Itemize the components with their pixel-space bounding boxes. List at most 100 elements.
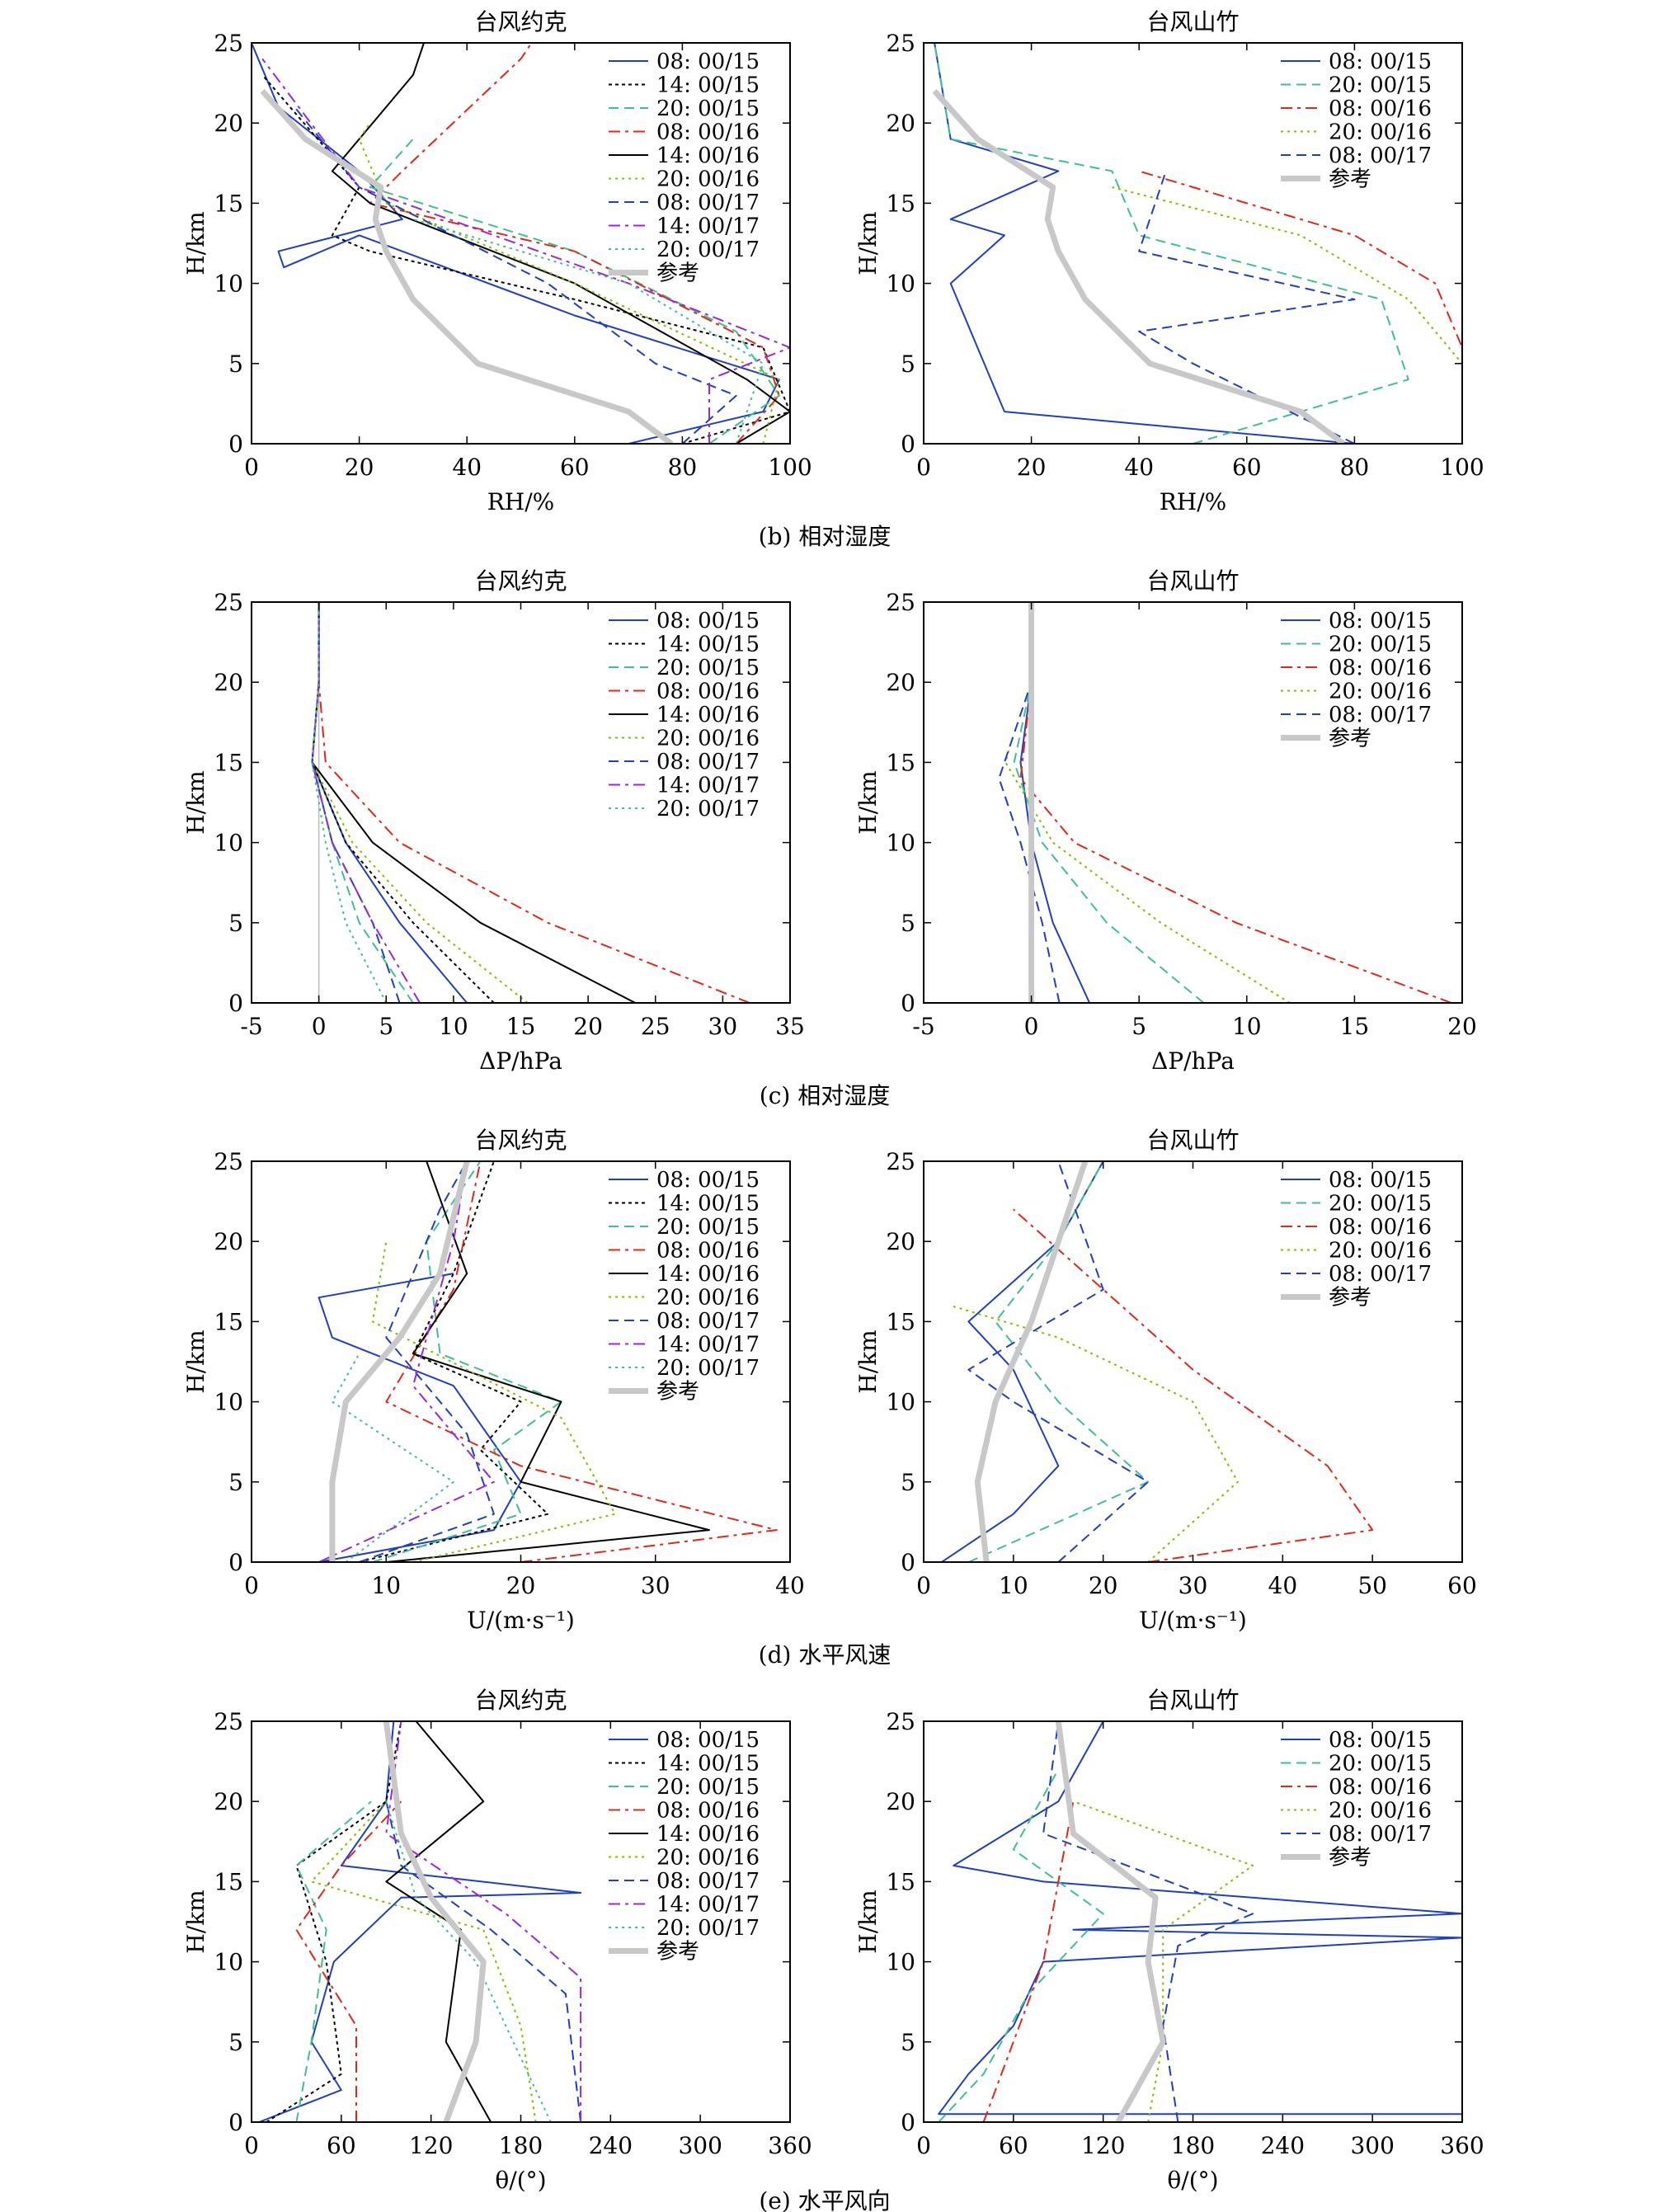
legend-label: 14: 00/15 bbox=[656, 633, 760, 657]
y-tick-label: 20 bbox=[214, 1228, 243, 1255]
legend-label: 20: 00/15 bbox=[1329, 1192, 1432, 1217]
y-tick-label: 0 bbox=[901, 990, 915, 1017]
legend-label: 14: 00/16 bbox=[656, 703, 760, 727]
x-tick-label: 300 bbox=[678, 2132, 722, 2159]
y-tick-label: 5 bbox=[228, 2029, 243, 2056]
legend-label: 08: 00/16 bbox=[656, 120, 760, 145]
legend-label: 20: 00/17 bbox=[656, 238, 760, 262]
x-tick-label: 60 bbox=[999, 2132, 1028, 2159]
y-tick-label: 0 bbox=[228, 431, 243, 458]
x-tick-label: 20 bbox=[1017, 454, 1047, 481]
panel-title: 台风约克 bbox=[474, 1127, 567, 1154]
series-line bbox=[974, 1161, 1089, 1562]
series-line bbox=[311, 602, 468, 1003]
y-tick-label: 10 bbox=[886, 1389, 915, 1416]
x-tick-label: 0 bbox=[916, 1572, 931, 1599]
x-axis-label: θ/(°) bbox=[1167, 2167, 1218, 2194]
y-tick-label: 0 bbox=[901, 431, 915, 458]
legend-label: 14: 00/15 bbox=[656, 1192, 760, 1217]
x-tick-label: 0 bbox=[1024, 1013, 1039, 1040]
y-tick-label: 15 bbox=[886, 749, 915, 776]
legend-label: 14: 00/17 bbox=[656, 774, 760, 798]
x-axis-label: U/(m·s⁻¹) bbox=[467, 1607, 575, 1634]
y-tick-label: 25 bbox=[214, 589, 243, 616]
series-group bbox=[318, 1161, 778, 1562]
series-line bbox=[359, 1161, 549, 1562]
series-line bbox=[967, 1161, 1150, 1562]
x-tick-label: 80 bbox=[668, 454, 698, 481]
series-line bbox=[941, 1161, 1104, 1562]
legend-label: 20: 00/16 bbox=[1329, 680, 1432, 704]
y-tick-label: 25 bbox=[886, 30, 915, 57]
series-line bbox=[932, 88, 1346, 444]
legend-label: 20: 00/15 bbox=[656, 1775, 760, 1800]
x-tick-label: -5 bbox=[912, 1013, 934, 1040]
x-tick-label: 40 bbox=[1124, 454, 1154, 481]
panel-title: 台风约克 bbox=[474, 567, 567, 595]
legend-label: 参考 bbox=[1329, 727, 1371, 751]
legend-label: 08: 00/15 bbox=[1329, 1728, 1432, 1753]
legend-label: 参考 bbox=[1329, 167, 1371, 192]
x-tick-label: 180 bbox=[1171, 2132, 1215, 2159]
legend-label: 08: 00/15 bbox=[656, 1168, 760, 1193]
series-line bbox=[1004, 746, 1291, 1003]
x-tick-label: 0 bbox=[244, 2132, 259, 2159]
series-line bbox=[311, 602, 421, 1003]
x-tick-label: 30 bbox=[1178, 1572, 1208, 1599]
x-tick-label: 360 bbox=[1440, 2132, 1484, 2159]
x-axis-label: ΔP/hPa bbox=[1151, 1047, 1235, 1075]
row-caption-b: (b) 相对湿度 bbox=[759, 523, 892, 550]
legend-label: 14: 00/16 bbox=[656, 144, 760, 168]
x-tick-label: 10 bbox=[999, 1572, 1028, 1599]
x-tick-label: 240 bbox=[1261, 2132, 1305, 2159]
y-tick-label: 0 bbox=[901, 2109, 915, 2136]
series-line bbox=[261, 74, 790, 444]
series-line bbox=[386, 1161, 710, 1562]
series-line bbox=[311, 602, 495, 1003]
y-tick-label: 10 bbox=[214, 271, 243, 298]
series-line bbox=[934, 43, 1409, 444]
legend-label: 08: 00/17 bbox=[656, 750, 760, 774]
legend-label: 20: 00/15 bbox=[656, 1215, 760, 1240]
y-tick-label: 15 bbox=[214, 1868, 243, 1895]
legend-label: 08: 00/17 bbox=[656, 1309, 760, 1334]
x-tick-label: 20 bbox=[1089, 1572, 1118, 1599]
series-group bbox=[998, 602, 1452, 1003]
x-tick-label: 0 bbox=[312, 1013, 327, 1040]
legend-label: 08: 00/15 bbox=[1329, 1168, 1432, 1193]
x-tick-label: 40 bbox=[1268, 1572, 1298, 1599]
legend-label: 20: 00/15 bbox=[1329, 73, 1432, 98]
y-tick-label: 25 bbox=[886, 1148, 915, 1175]
legend-label: 08: 00/17 bbox=[1329, 1262, 1432, 1287]
series-group bbox=[258, 1721, 582, 2122]
chart-panel-2: 台风山竹 0 20 40 60 80 100 0 5 10 15 20 25 RH/% H/km 08: 00… bbox=[854, 8, 1484, 515]
legend-label: 08: 00/15 bbox=[656, 1728, 760, 1753]
legend-label: 08: 00/17 bbox=[1329, 1822, 1432, 1847]
series-line bbox=[331, 1353, 454, 1562]
series-group bbox=[941, 1161, 1374, 1562]
legend-label: 14: 00/15 bbox=[656, 73, 760, 98]
x-axis-label: RH/% bbox=[487, 488, 555, 515]
legend-label: 14: 00/16 bbox=[656, 1262, 760, 1287]
legend-label: 08: 00/17 bbox=[656, 1869, 760, 1894]
y-tick-label: 20 bbox=[886, 669, 915, 696]
legend-label: 08: 00/17 bbox=[1329, 144, 1432, 168]
plot-frame bbox=[923, 601, 1463, 1004]
x-tick-label: 40 bbox=[452, 454, 482, 481]
legend-label: 08: 00/17 bbox=[656, 191, 760, 215]
y-tick-label: 10 bbox=[886, 830, 915, 857]
series-line bbox=[266, 1721, 402, 2122]
x-tick-label: 35 bbox=[775, 1013, 805, 1040]
series-line bbox=[311, 602, 388, 1003]
legend-label: 20: 00/16 bbox=[1329, 1239, 1432, 1264]
panel-title: 台风约克 bbox=[474, 8, 567, 35]
y-tick-label: 0 bbox=[901, 1549, 915, 1576]
series-line bbox=[938, 1721, 1462, 2116]
y-tick-label: 10 bbox=[886, 271, 915, 298]
series-group bbox=[938, 1721, 1462, 2122]
series-line bbox=[311, 602, 636, 1003]
panel-title: 台风山竹 bbox=[1146, 8, 1239, 35]
legend-label: 20: 00/15 bbox=[1329, 1752, 1432, 1777]
legend-label: 参考 bbox=[656, 1380, 699, 1405]
y-tick-label: 20 bbox=[886, 1788, 915, 1815]
